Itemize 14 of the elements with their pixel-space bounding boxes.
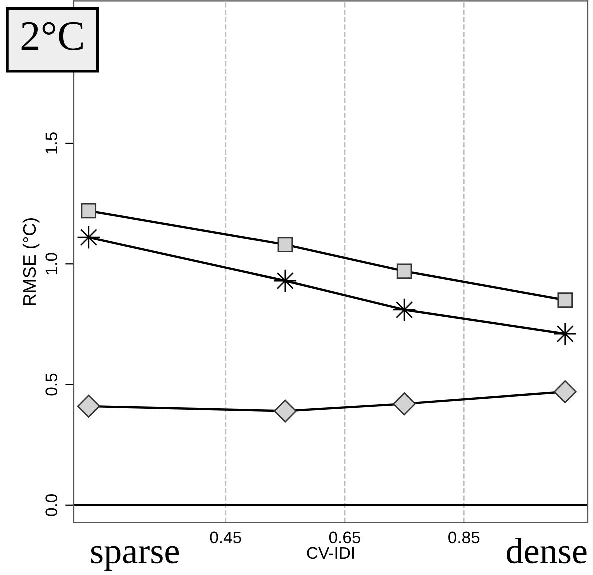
- point: [77, 226, 101, 250]
- y-tick-label: 1.0: [46, 253, 58, 274]
- text: sparse: [91, 546, 179, 571]
- y-axis-title: RMSE (°C): [22, 218, 40, 306]
- x-tick-label: 0.85: [448, 532, 480, 544]
- x-tick-label: 0.45: [210, 532, 242, 544]
- annotation: 2°C: [22, 22, 83, 50]
- text: dense: [507, 538, 587, 564]
- point: [554, 322, 578, 346]
- y-tick-label: 0.5: [46, 374, 58, 396]
- y-tick-label: 0.0: [46, 494, 58, 516]
- x-axis-title: CV-IDI: [307, 547, 354, 560]
- y-tick-label: 1.5: [46, 132, 58, 154]
- x-tick-label: 0.65: [329, 532, 361, 544]
